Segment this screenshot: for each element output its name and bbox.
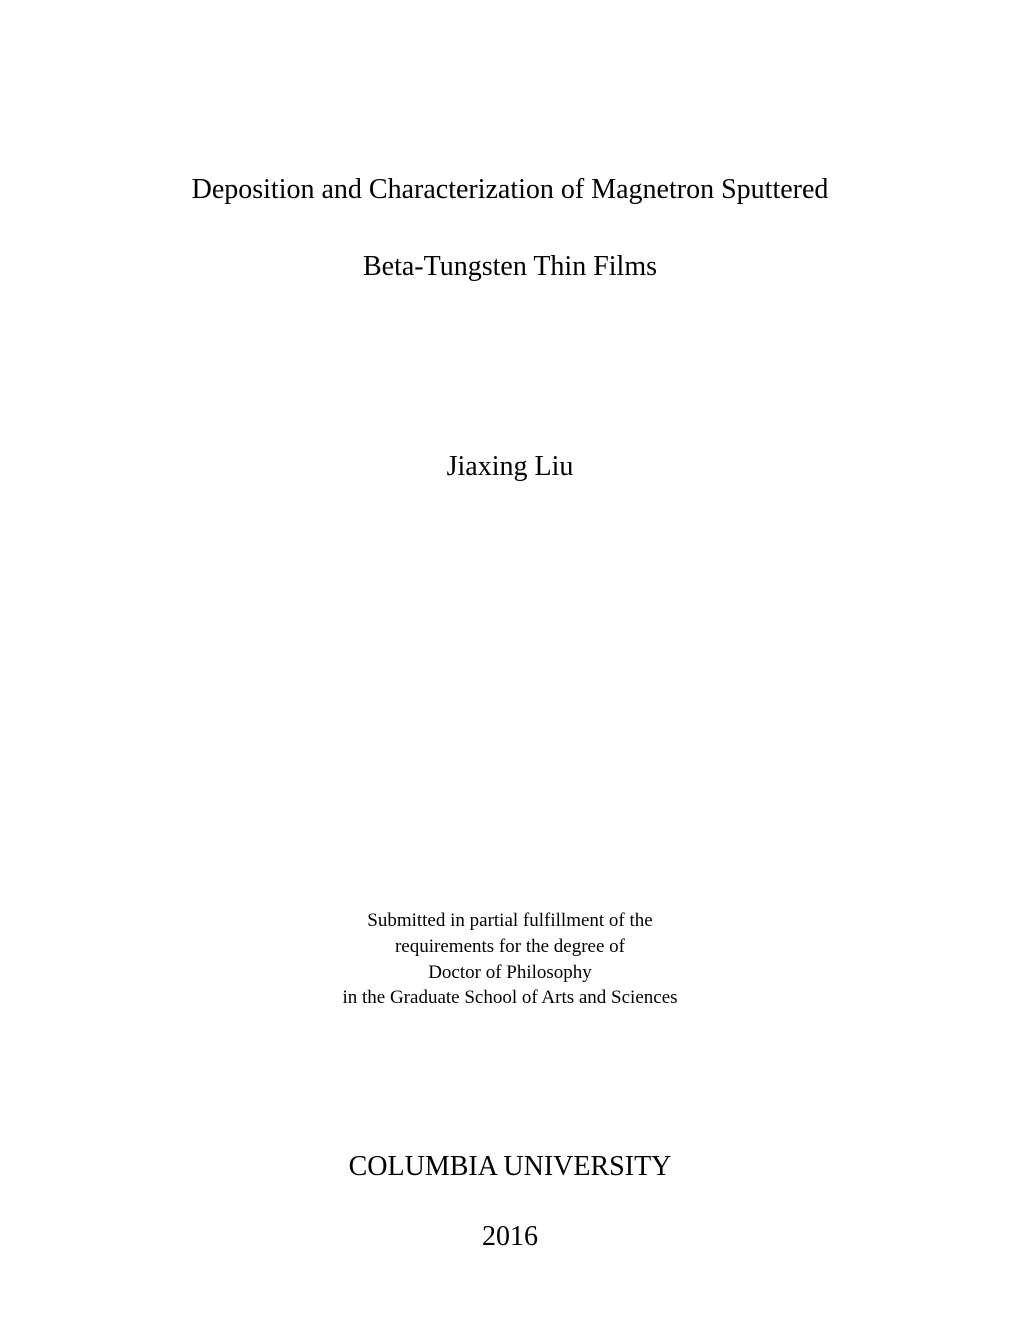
- submission-statement: Submitted in partial fulfillment of the …: [0, 908, 1020, 1011]
- title-page: Deposition and Characterization of Magne…: [0, 0, 1020, 1320]
- submission-line-1: Submitted in partial fulfillment of the: [0, 908, 1020, 934]
- year: 2016: [0, 1221, 1020, 1253]
- university-name: COLUMBIA UNIVERSITY: [0, 1151, 1020, 1183]
- submission-line-3: Doctor of Philosophy: [0, 960, 1020, 986]
- thesis-title-line-2: Beta-Tungsten Thin Films: [0, 247, 1020, 286]
- author-name: Jiaxing Liu: [0, 451, 1020, 483]
- thesis-title-line-1: Deposition and Characterization of Magne…: [0, 170, 1020, 209]
- submission-line-2: requirements for the degree of: [0, 934, 1020, 960]
- submission-line-4: in the Graduate School of Arts and Scien…: [0, 985, 1020, 1011]
